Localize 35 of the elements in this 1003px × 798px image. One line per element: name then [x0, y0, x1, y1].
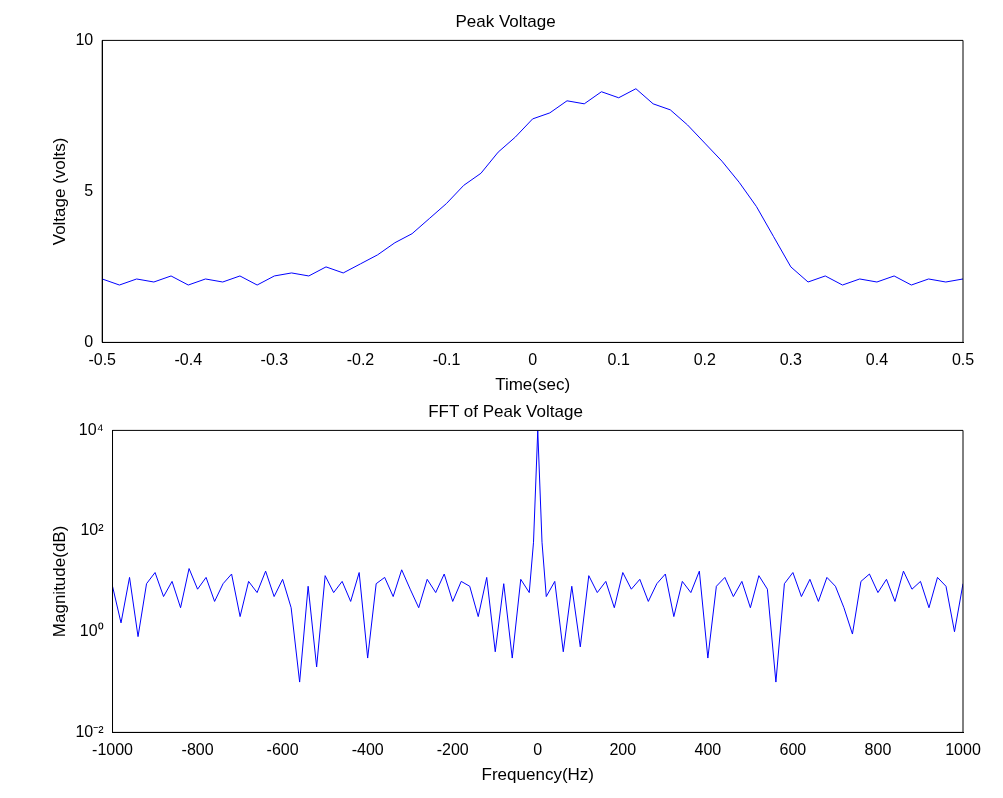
x-tick-label: 200	[609, 741, 637, 759]
chart-title: FFT of Peak Voltage	[428, 401, 583, 421]
y-tick-label: 10⁻²	[75, 722, 105, 740]
y-tick-label: 10⁴	[78, 420, 104, 438]
x-tick-label: -0.4	[174, 351, 203, 369]
y-tick-label: 10²	[80, 521, 105, 539]
x-tick-label: -0.1	[432, 351, 461, 369]
y-tick-label: 5	[84, 181, 94, 199]
x-tick-label: 400	[694, 741, 722, 759]
x-tick-label: -600	[266, 741, 299, 759]
y-tick-label: 0	[84, 332, 94, 350]
y-tick-label: 10⁰	[79, 622, 104, 640]
x-tick-label: -0.5	[88, 351, 117, 369]
x-tick-label: -1000	[92, 741, 134, 759]
x-tick-label: -200	[436, 741, 469, 759]
x-tick-label: 600	[779, 741, 807, 759]
x-tick-label: 0.5	[951, 351, 975, 369]
x-tick-label: 0	[528, 351, 538, 369]
x-tick-label: 800	[864, 741, 892, 759]
x-tick-label: 0.3	[779, 351, 803, 369]
y-axis-title: Voltage (volts)	[49, 137, 69, 246]
x-tick-label: -0.3	[260, 351, 289, 369]
y-tick-label: 10	[75, 30, 94, 48]
x-tick-label: 0	[533, 741, 543, 759]
x-axis-title: Frequency(Hz)	[481, 765, 594, 785]
x-tick-label: -400	[351, 741, 384, 759]
y-axis-title: Magnitude(dB)	[49, 525, 69, 638]
chart-title: Peak Voltage	[455, 11, 556, 31]
x-tick-label: 1000	[945, 741, 981, 759]
x-tick-label: -800	[181, 741, 214, 759]
x-tick-label: 0.1	[607, 351, 630, 369]
x-tick-label: 0.2	[693, 351, 716, 369]
x-tick-label: 0.4	[865, 351, 889, 369]
x-tick-label: -0.2	[346, 351, 375, 369]
x-axis-title: Time(sec)	[495, 375, 571, 395]
